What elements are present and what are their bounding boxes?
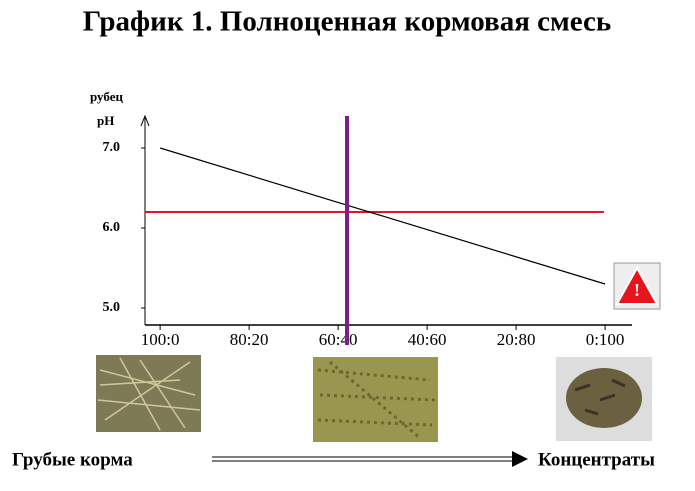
- warning-icon: !: [613, 262, 661, 310]
- y-axis-arrow: [140, 114, 150, 127]
- roughage-photo: [96, 355, 201, 432]
- y-tick-label: 6.0: [103, 220, 121, 235]
- left-label: Грубые корма: [12, 449, 133, 470]
- y-tick-label: 7.0: [103, 140, 121, 155]
- x-tick-label: 20:80: [497, 330, 536, 349]
- series-line: [159, 147, 606, 285]
- x-tick-label: 100:0: [141, 330, 180, 349]
- direction-arrow: [212, 451, 528, 467]
- y-axis-label: pH: [97, 113, 114, 128]
- y-axis-label: рубец: [90, 89, 123, 104]
- chart-title: График 1. Полноценная кормовая смесь: [83, 6, 611, 38]
- svg-text:!: !: [634, 280, 640, 300]
- concentrate-photo: [556, 357, 652, 441]
- y-tick-label: 5.0: [103, 300, 121, 315]
- x-tick-label: 0:100: [586, 330, 625, 349]
- mixture-photo: [313, 357, 438, 442]
- right-label: Концентраты: [538, 449, 655, 470]
- x-tick-label: 60:40: [319, 330, 358, 349]
- x-tick-label: 40:60: [408, 330, 447, 349]
- x-tick-label: 80:20: [230, 330, 269, 349]
